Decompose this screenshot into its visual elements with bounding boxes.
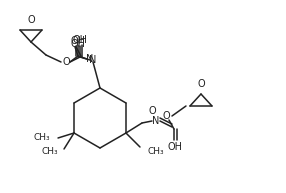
- Text: O: O: [162, 111, 170, 121]
- Text: O: O: [148, 106, 156, 116]
- Text: OH: OH: [72, 35, 88, 45]
- Text: N: N: [152, 116, 160, 126]
- Text: CH₃: CH₃: [41, 147, 58, 157]
- Text: O: O: [27, 15, 35, 25]
- Text: OH: OH: [71, 39, 86, 49]
- Text: N: N: [86, 54, 94, 64]
- Text: CH₃: CH₃: [148, 147, 165, 157]
- Text: O: O: [197, 79, 205, 89]
- Text: N: N: [89, 55, 97, 65]
- Text: CH₃: CH₃: [33, 134, 50, 142]
- Text: OH: OH: [168, 142, 182, 152]
- Text: OH: OH: [71, 36, 86, 46]
- Text: O: O: [62, 57, 70, 67]
